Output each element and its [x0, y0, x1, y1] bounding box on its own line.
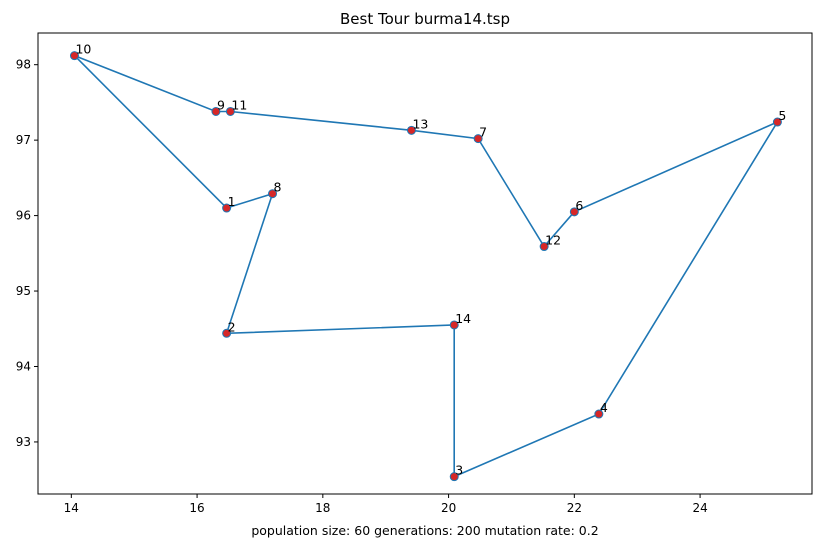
chart-title: Best Tour burma14.tsp: [340, 10, 510, 28]
city-label: 9: [217, 97, 225, 112]
x-tick-label: 18: [315, 501, 330, 515]
y-tick-label: 95: [16, 284, 31, 298]
city-point: [594, 409, 604, 419]
y-tick-label: 97: [16, 133, 31, 147]
city-label: 12: [545, 233, 561, 248]
y-tick-label: 96: [16, 209, 31, 223]
city-label: 8: [274, 180, 282, 195]
x-axis-label: population size: 60 generations: 200 mut…: [251, 523, 598, 538]
city-point: [449, 320, 459, 330]
x-tick-label: 24: [692, 501, 707, 515]
city-label: 11: [231, 97, 247, 112]
city-label: 1: [228, 194, 236, 209]
city-label: 14: [455, 311, 471, 326]
city-label: 13: [412, 116, 428, 131]
city-label: 5: [778, 108, 786, 123]
y-tick-label: 98: [16, 58, 31, 72]
city-label: 10: [75, 42, 91, 57]
plot-frame: [37, 32, 813, 495]
plot-area: 14 16 18 20 22 249394959697981234567891011121…: [16, 32, 813, 515]
city-point: [473, 134, 483, 144]
x-tick-label: 16: [189, 501, 204, 515]
city-label: 2: [228, 319, 236, 334]
x-tick-label: 20: [441, 501, 456, 515]
city-point: [539, 242, 549, 252]
city-point: [69, 51, 79, 61]
city-point: [222, 328, 232, 338]
city-label: 3: [455, 463, 463, 478]
city-point: [268, 189, 278, 199]
city-label: 4: [600, 400, 608, 415]
city-label: 7: [479, 125, 487, 140]
y-tick-label: 93: [16, 435, 31, 449]
city-point: [569, 207, 579, 217]
y-tick-label: 94: [16, 359, 31, 373]
city-label: 6: [575, 198, 583, 213]
city-point: [225, 106, 235, 116]
x-tick-label: 22: [567, 501, 582, 515]
city-point: [211, 106, 221, 116]
city-point: [222, 203, 232, 213]
city-point: [449, 472, 459, 482]
x-tick-label: 14: [64, 501, 79, 515]
city-point: [772, 117, 782, 127]
city-point: [406, 125, 416, 135]
